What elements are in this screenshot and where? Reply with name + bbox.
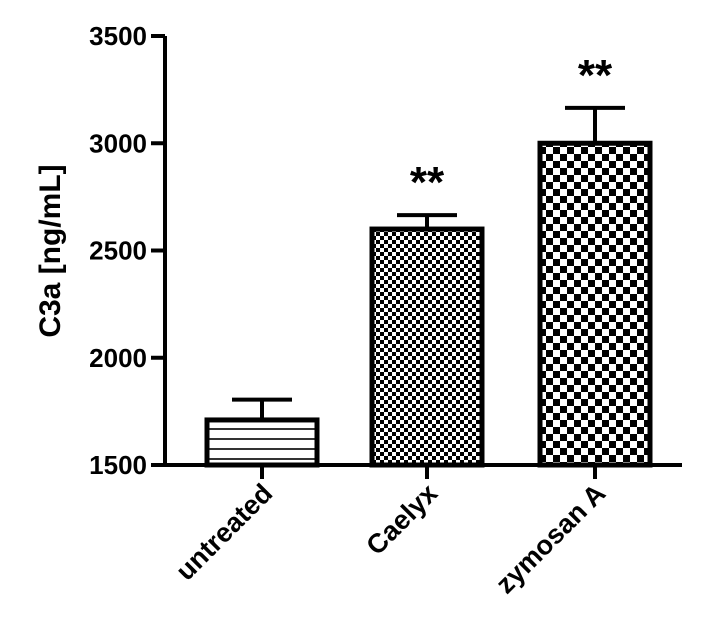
y-tick-label: 2000 — [89, 343, 147, 373]
significance-label: ** — [410, 158, 445, 207]
bar — [537, 140, 653, 468]
y-tick-label: 1500 — [89, 450, 147, 480]
y-ticks: 1500 2000 2500 3000 3500 — [89, 21, 165, 480]
x-tick-label: untreated — [170, 478, 278, 586]
y-tick-label: 3500 — [89, 21, 147, 51]
bars: ** ** — [204, 51, 653, 468]
y-tick-label: 3000 — [89, 128, 147, 158]
x-ticks: untreated Caelyx zymosan A — [170, 465, 611, 599]
y-tick-label: 2500 — [89, 236, 147, 266]
bar — [369, 226, 485, 468]
x-tick-label: Caelyx — [360, 478, 443, 561]
bar — [204, 417, 320, 468]
significance-label: ** — [578, 51, 613, 100]
y-axis-label: C3a [ng/mL] — [34, 164, 67, 337]
x-tick-label: zymosan A — [490, 478, 611, 599]
